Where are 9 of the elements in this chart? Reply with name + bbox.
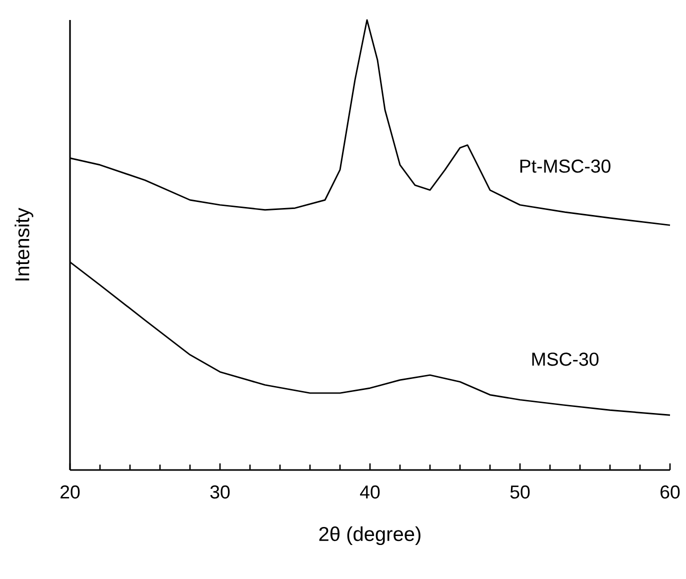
series-label: MSC-30 [532, 352, 599, 366]
x-tick-label: 50 [510, 485, 530, 499]
series-label: Pt-MSC-30 [520, 160, 610, 173]
x-tick-label: 20 [60, 485, 80, 499]
y-axis-title: Intensity [14, 208, 34, 280]
x-tick-label: 40 [360, 485, 380, 499]
x-tick-label: 60 [660, 485, 680, 499]
x-axis-title: 2θ (degree) [319, 526, 420, 546]
x-tick-label: 30 [210, 485, 230, 499]
